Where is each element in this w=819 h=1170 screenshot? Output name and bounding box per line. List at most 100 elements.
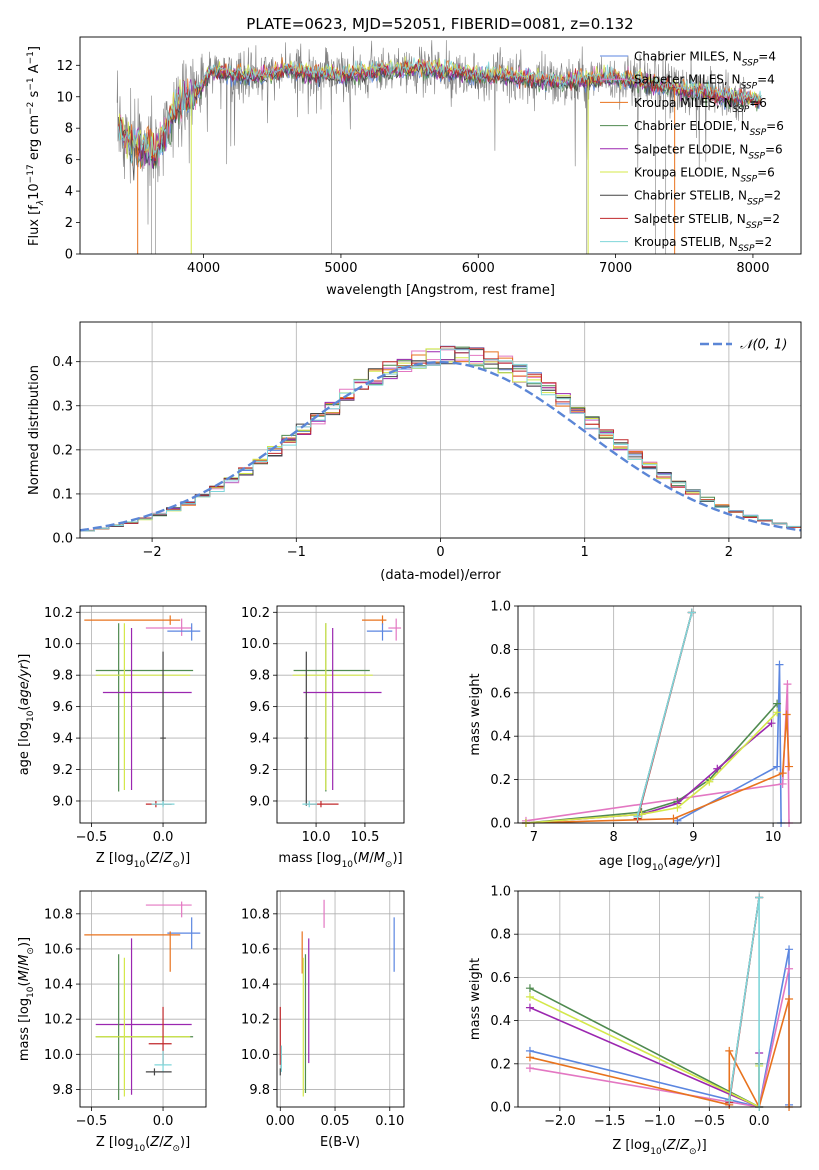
weight-line <box>677 664 782 824</box>
y-tick-label: 9.2 <box>249 763 270 778</box>
y-tick-label: 9.0 <box>52 794 73 809</box>
label-part: ( <box>17 706 32 711</box>
x-tick-label: 0.0 <box>749 1114 770 1129</box>
y-tick-label: 0.1 <box>52 487 73 502</box>
y-tick-label: 10 <box>56 90 73 105</box>
x-tick-label: 0 <box>436 545 444 560</box>
label-part: / <box>369 851 374 866</box>
residual-histogram-line <box>80 348 801 532</box>
weight-point <box>782 710 791 719</box>
label-part: M <box>17 955 32 966</box>
y-tick-label: 0.0 <box>52 532 73 547</box>
x-tick-label: 5000 <box>324 261 357 276</box>
residual-histogram-plot: −2 −1 0 1 2 0.0 0.1 0.2 0.3 0.4 𝒩(0, 1) (data-model… <box>27 321 802 583</box>
label-part: Z <box>163 1135 174 1150</box>
label-part: age/yr <box>17 662 32 705</box>
axes-frame <box>79 321 802 539</box>
weight-point <box>669 814 678 823</box>
axes-frame <box>276 605 405 824</box>
y-tick-label: 0.0 <box>490 1101 511 1116</box>
label-part: ⊙ <box>385 860 393 870</box>
weight-point <box>525 1053 534 1062</box>
y-tick-label: 0.2 <box>490 1057 511 1072</box>
x-tick-label: 2 <box>725 545 733 560</box>
label-part: ⊙ <box>26 947 36 955</box>
weight-point <box>725 1046 734 1055</box>
weight-line <box>529 996 760 1109</box>
axes-frame <box>79 36 802 255</box>
y-tick-label: 10.2 <box>241 606 270 621</box>
x-tick-label: 9 <box>689 830 697 845</box>
label-part: SSP <box>746 221 763 231</box>
label-part: 10 <box>342 860 354 870</box>
x-tick-label: 7 <box>530 830 538 845</box>
mass-vs-ebv-plot: 0.00 0.05 0.10 9.8 10.0 10.2 10.4 10.6 10.8 E(B-V… <box>241 890 405 1150</box>
weight-point <box>783 680 792 689</box>
y-tick-label: 9.8 <box>52 1083 73 1098</box>
label-part: )] <box>392 851 402 866</box>
x-tick-label: −0.5 <box>694 1114 726 1129</box>
weight-line <box>529 998 790 1110</box>
label-part: SSP <box>738 244 755 254</box>
weight-point <box>725 1096 734 1105</box>
label-part: Chabrier MILES, N <box>634 50 742 64</box>
axes-frame <box>79 890 207 1108</box>
y-tick-label: 9.8 <box>249 1083 270 1098</box>
y-axis-label: mass weight <box>468 958 483 1040</box>
label-part: A <box>27 64 42 77</box>
x-axis-label: mass [log10(M/M⊙)] <box>278 851 402 870</box>
legend-label: 𝒩(0, 1) <box>740 338 787 353</box>
label-part: )] <box>17 654 32 664</box>
y-tick-label: 10.0 <box>241 1048 270 1063</box>
x-tick-label: 10.0 <box>302 830 331 845</box>
weight-line <box>529 1006 760 1109</box>
x-tick-label: −1 <box>287 545 306 560</box>
legend-label: Salpeter ELODIE, NSSP=6 <box>634 142 783 161</box>
x-tick-label: −2.0 <box>544 1114 576 1129</box>
legend-label: Kroupa MILES, NSSP=6 <box>634 96 767 115</box>
label-part: ( <box>17 981 32 986</box>
label-part: =6 <box>766 119 784 133</box>
label-part: −17 <box>26 164 36 183</box>
label-part: SSP <box>733 105 750 115</box>
label-part: Z <box>666 1138 677 1153</box>
x-tick-label: −2 <box>143 545 162 560</box>
y-tick-label: 9.8 <box>52 669 73 684</box>
label-part: Salpeter ELODIE, N <box>634 142 748 156</box>
label-part: Z <box>149 851 160 866</box>
label-part: =4 <box>758 50 776 64</box>
label-part: −2 <box>26 102 36 115</box>
label-part: )] <box>710 854 720 869</box>
y-tick-label: 10.4 <box>44 978 73 993</box>
label-part: =2 <box>754 235 772 249</box>
weight-point <box>775 660 784 669</box>
label-part: / <box>676 1138 681 1153</box>
weight-point <box>778 769 787 778</box>
x-axis-label: Z [log10(Z/Z⊙)] <box>96 851 190 870</box>
y-tick-label: 9.4 <box>52 732 73 747</box>
x-tick-label: 4000 <box>187 261 220 276</box>
label-part: Z [log <box>612 1138 650 1153</box>
y-tick-label: 9.4 <box>249 732 270 747</box>
y-tick-label: 9.8 <box>249 669 270 684</box>
legend-label: Chabrier MILES, NSSP=4 <box>634 50 776 69</box>
y-tick-label: 0.2 <box>490 773 511 788</box>
y-axis-label: Flux [fλ10−17 erg cm−2 s−1 A−1] <box>26 46 46 246</box>
label-part: Chabrier STELIB, N <box>634 189 747 203</box>
legend-label: Salpeter STELIB, NSSP=2 <box>634 212 780 231</box>
y-tick-label: 4 <box>65 185 73 200</box>
y-tick-label: 10.0 <box>241 637 270 652</box>
label-part: Kroupa MILES, N <box>634 96 733 110</box>
x-tick-label: −1.5 <box>594 1114 626 1129</box>
label-part: SSP <box>741 175 758 185</box>
x-tick-label: 0.10 <box>375 1114 404 1129</box>
label-part: Salpeter STELIB, N <box>634 212 746 226</box>
label-part: 10 <box>134 1144 146 1154</box>
label-part: Salpeter MILES, N <box>634 73 741 87</box>
y-tick-label: 0.6 <box>490 686 511 701</box>
label-part: )] <box>17 937 32 947</box>
weight-point <box>785 762 794 771</box>
label-part: =2 <box>762 212 780 226</box>
x-tick-label: 8 <box>610 830 618 845</box>
weight-point <box>785 995 794 1003</box>
